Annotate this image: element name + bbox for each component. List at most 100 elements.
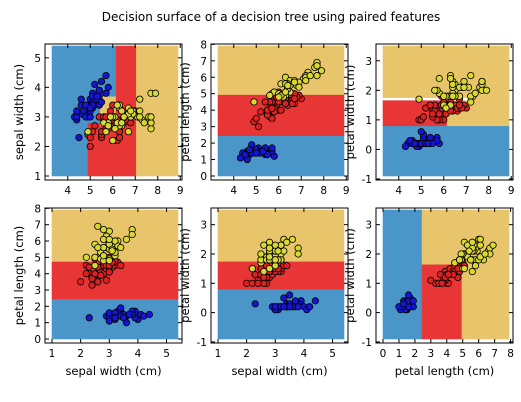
subplot-2: 4 5 6 7 8 9 0 1 2 3 4 5 6 7 8 petal length (cm) [178,39,350,197]
point-class0-38 [73,107,81,115]
decision-region-1 [382,125,510,177]
point-class1-15 [102,276,111,284]
point-class2-20 [82,253,90,261]
y-tick-label: 2 [200,138,207,150]
x-tick-label: 3 [272,348,279,360]
point-class2-36 [105,235,113,243]
point-class1-11 [86,142,94,151]
point-class2-35 [94,243,102,252]
y-tick-label: 3 [365,220,372,232]
y-tick-label: 1 [365,115,372,127]
point-class2-15 [435,74,443,83]
point-class1-41 [268,104,276,113]
point-class0-39 [93,92,101,100]
point-class2-39 [106,113,115,121]
x-tick-label: 6 [475,348,482,360]
point-class2-30 [467,98,475,106]
point-class2-13 [118,107,126,115]
point-class2-39 [440,92,448,100]
point-class0-22 [291,297,299,305]
point-class1-22 [277,106,285,114]
point-class0-19 [102,89,110,97]
point-class2-34 [460,265,468,273]
x-tick-label: 4 [443,348,450,360]
point-class1-40 [254,123,263,131]
y-tick-label: -1 [362,174,372,186]
point-class2-30 [471,262,480,270]
x-axis-label: petal length (cm) [395,364,495,378]
point-class2-32 [482,86,491,94]
point-class0-32 [424,139,432,148]
point-class2-35 [260,267,268,276]
y-tick-label: 2 [34,301,41,313]
point-class0-35 [280,303,288,311]
x-tick-label: 9 [508,185,515,197]
point-class1-30 [94,278,102,286]
decision-region-2 [217,111,345,136]
point-class2-36 [476,241,484,249]
x-tick-label: 5 [87,185,94,197]
point-class0-29 [245,146,254,154]
y-tick-label: 1 [34,318,41,330]
point-class2-38 [113,101,121,109]
point-class2-37 [446,74,455,83]
point-class0-34 [85,314,93,322]
point-class0-17 [95,86,103,94]
subplot-1: 4 5 6 7 8 9 1 2 3 4 5 sepal width (cm) [12,43,184,197]
x-tick-label: 0 [380,348,387,360]
point-class2-38 [284,81,292,90]
x-tick-label: 4 [230,185,237,197]
point-class2-7 [91,261,99,270]
x-tick-label: 5 [163,348,170,360]
point-class0-33 [252,149,260,157]
point-class0-32 [285,291,294,299]
y-tick-label: 5 [34,53,41,65]
x-tick-label: 1 [396,348,403,360]
y-tick-label: 0 [200,308,207,320]
point-class2-19 [94,222,102,230]
point-class2-19 [489,241,497,249]
axes-frame [375,207,514,344]
point-class2-39 [271,256,279,264]
x-tick-label: 1 [215,348,222,360]
y-axis-label: petal length (cm) [178,62,192,162]
x-tick-label: 8 [507,348,514,360]
point-class1-24 [127,119,135,127]
point-class2-30 [147,113,155,121]
y-tick-label: 0 [200,171,207,183]
x-tick-label: 2 [77,348,84,360]
point-class2-39 [455,256,464,264]
y-axis-label: petal width (cm) [343,228,357,323]
point-class2-8 [136,95,144,103]
point-class2-10 [288,235,297,243]
point-class1-36 [86,133,94,142]
x-tick-label: 6 [275,185,282,197]
point-class1-39 [419,113,428,121]
point-class1-40 [260,273,268,282]
y-tick-label: 3 [365,56,372,68]
point-class2-40 [465,247,473,255]
x-tick-label: 6 [440,185,447,197]
y-tick-label: 3 [34,285,41,297]
x-tick-label: 4 [64,185,71,197]
y-tick-label: 1 [200,278,207,290]
point-class2-39 [105,257,113,265]
decision-region-1 [382,209,423,340]
point-class0-33 [119,314,128,322]
y-tick-label: 7 [200,56,207,68]
point-class2-29 [111,125,119,133]
point-class0-25 [117,304,125,312]
point-class2-32 [481,250,489,258]
point-class0-23 [77,95,85,103]
point-class0-37 [75,133,83,142]
point-class2-23 [313,62,321,70]
point-class2-25 [136,113,144,121]
y-tick-label: 8 [34,203,41,215]
y-tick-label: 1 [200,155,207,167]
y-tick-label: 1 [365,278,372,290]
subplot-5: 1 2 3 4 5 -1 0 1 2 3 sepal width (cm) petal width (… [178,207,349,378]
